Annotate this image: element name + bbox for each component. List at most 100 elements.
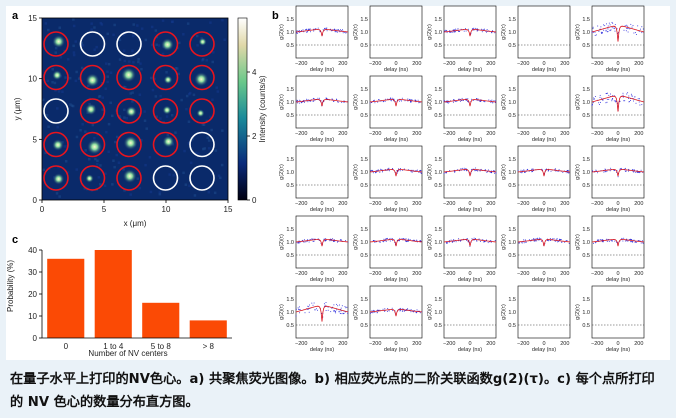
g2-y-axis-label: g(2)(τ) bbox=[575, 164, 581, 180]
fluorescent-spot bbox=[52, 34, 66, 49]
red-circle-marker bbox=[116, 131, 142, 158]
g2-y-tick-label: 1.0 bbox=[434, 310, 442, 316]
red-circle-marker bbox=[189, 31, 215, 57]
g2-y-tick-label: 1.0 bbox=[582, 170, 590, 176]
g2-x-tick-label: 200 bbox=[412, 341, 421, 347]
g2-x-tick-label: 200 bbox=[634, 341, 643, 347]
g2-y-axis-label: g(2)(τ) bbox=[501, 234, 507, 250]
g2-x-tick-label: 200 bbox=[486, 271, 495, 277]
g2-x-tick-label: 0 bbox=[468, 201, 471, 207]
red-circle-marker bbox=[116, 64, 142, 91]
confocal-image-panel: 0 5 10 15 0 5 10 15 x (μm) y (μm) 0 2 4 Intensity… bbox=[13, 14, 267, 228]
g2-x-tick-label: −200 bbox=[443, 61, 455, 67]
g2-y-tick-label: 1.0 bbox=[508, 100, 516, 106]
g2-subplot: 0.5 1.0 1.5 −200 0 200 delay (ns) g(2)(τ) bbox=[575, 285, 645, 353]
g2-y-tick-label: 1.0 bbox=[286, 170, 294, 176]
g2-subplot: 0.5 1.0 1.5 −200 0 200 delay (ns) g(2)(τ) bbox=[427, 285, 497, 353]
g2-y-axis-label: g(2)(τ) bbox=[279, 164, 285, 180]
histogram-x-tick-label: 0 bbox=[64, 342, 69, 351]
g2-x-tick-label: 0 bbox=[616, 61, 619, 67]
fluorescent-spots bbox=[52, 34, 209, 185]
fluorescent-spot bbox=[198, 37, 207, 46]
histogram-y-tick-label: 0 bbox=[33, 334, 38, 343]
g2-subplot: 0.5 1.0 1.5 −200 0 200 delay (ns) g(2)(τ) bbox=[353, 75, 423, 143]
g2-x-tick-label: 0 bbox=[320, 271, 323, 277]
g2-subplot: 0.5 1.0 1.5 −200 0 200 delay (ns) g(2)(τ) bbox=[353, 145, 423, 213]
red-circle-marker bbox=[189, 64, 215, 91]
g2-y-tick-label: 1.5 bbox=[508, 227, 516, 233]
red-circle-marker bbox=[152, 31, 179, 57]
g2-y-tick-label: 1.0 bbox=[582, 310, 590, 316]
g2-y-axis-label: g(2)(τ) bbox=[427, 304, 433, 320]
histogram-x-tick-label: 1 to 4 bbox=[103, 342, 124, 351]
fluorescent-spot bbox=[196, 109, 205, 118]
g2-x-tick-label: 0 bbox=[320, 201, 323, 207]
g2-y-axis-label: g(2)(τ) bbox=[575, 24, 581, 40]
g2-x-tick-label: 200 bbox=[634, 61, 643, 67]
g2-subplot: 0.5 1.0 1.5 −200 0 200 delay (ns) g(2)(τ) bbox=[427, 145, 497, 213]
g2-x-axis-label: delay (ns) bbox=[606, 67, 630, 73]
g2-x-axis-label: delay (ns) bbox=[384, 277, 408, 283]
g2-y-tick-label: 1.5 bbox=[434, 297, 442, 303]
g2-x-tick-label: 0 bbox=[394, 201, 397, 207]
g2-y-tick-label: 1.0 bbox=[508, 170, 516, 176]
g2-x-tick-label: 200 bbox=[634, 201, 643, 207]
histogram-y-axis-label: Probability (%) bbox=[6, 260, 15, 312]
g2-x-tick-label: −200 bbox=[443, 271, 455, 277]
g2-y-tick-label: 1.5 bbox=[286, 87, 294, 93]
g2-x-tick-label: 0 bbox=[320, 131, 323, 137]
g2-y-tick-label: 1.0 bbox=[434, 100, 442, 106]
panel-a-letter: a bbox=[12, 10, 19, 22]
image-y-tick-label: 10 bbox=[28, 75, 37, 84]
g2-y-tick-label: 0.5 bbox=[508, 43, 516, 49]
g2-subplot: 0.5 1.0 1.5 −200 0 200 delay (ns) g(2)(τ) bbox=[501, 285, 571, 353]
g2-x-tick-label: 0 bbox=[616, 341, 619, 347]
white-circle-marker bbox=[43, 98, 69, 124]
g2-x-axis-label: delay (ns) bbox=[384, 67, 408, 73]
g2-subplot: 0.5 1.0 1.5 −200 0 200 delay (ns) g(2)(τ) bbox=[279, 75, 349, 143]
g2-x-tick-label: 200 bbox=[560, 271, 569, 277]
g2-y-axis-label: g(2)(τ) bbox=[353, 304, 359, 320]
g2-x-axis-label: delay (ns) bbox=[532, 67, 556, 73]
fluorescent-spot bbox=[193, 71, 209, 87]
histogram-bar bbox=[47, 258, 85, 338]
g2-y-tick-label: 1.0 bbox=[360, 30, 368, 36]
fluorescent-spot bbox=[125, 105, 137, 118]
red-circle-marker bbox=[152, 98, 179, 124]
g2-y-axis-label: g(2)(τ) bbox=[279, 234, 285, 250]
g2-x-tick-label: −200 bbox=[369, 131, 381, 137]
g2-x-tick-label: −200 bbox=[517, 131, 529, 137]
g2-y-tick-label: 0.5 bbox=[286, 323, 294, 329]
g2-y-axis-label: g(2)(τ) bbox=[353, 94, 359, 110]
g2-x-tick-label: −200 bbox=[591, 131, 603, 137]
g2-y-tick-label: 1.5 bbox=[286, 297, 294, 303]
g2-x-tick-label: −200 bbox=[295, 61, 307, 67]
g2-y-tick-label: 1.5 bbox=[434, 157, 442, 163]
g2-x-tick-label: 0 bbox=[616, 201, 619, 207]
g2-y-tick-label: 1.0 bbox=[582, 30, 590, 36]
fluorescent-spot bbox=[160, 38, 174, 52]
g2-y-tick-label: 1.0 bbox=[360, 310, 368, 316]
g2-subplot: 0.5 1.0 1.5 −200 0 200 delay (ns) g(2)(τ) bbox=[501, 5, 571, 73]
colorbar-label: Intensity (counts/s) bbox=[258, 75, 267, 142]
panel-b-letter: b bbox=[272, 10, 279, 22]
g2-x-tick-label: 0 bbox=[394, 61, 397, 67]
g2-x-tick-label: 200 bbox=[560, 131, 569, 137]
g2-y-tick-label: 1.0 bbox=[360, 240, 368, 246]
g2-subplot: 0.5 1.0 1.5 −200 0 200 delay (ns) g(2)(τ) bbox=[501, 145, 571, 213]
g2-y-tick-label: 0.5 bbox=[434, 323, 442, 329]
figure-caption: 在量子水平上打印的NV色心。a) 共聚焦荧光图像。b) 相应荧光点的二阶关联函数… bbox=[10, 372, 655, 410]
red-circle-marker bbox=[43, 31, 69, 57]
g2-x-tick-label: −200 bbox=[517, 201, 529, 207]
g2-y-axis-label: g(2)(τ) bbox=[575, 234, 581, 250]
red-circle-marker bbox=[79, 131, 106, 158]
g2-x-axis-label: delay (ns) bbox=[310, 137, 334, 143]
g2-x-tick-label: 200 bbox=[412, 201, 421, 207]
fluorescent-spot bbox=[163, 75, 173, 85]
g2-x-axis-label: delay (ns) bbox=[458, 277, 482, 283]
g2-x-tick-label: 0 bbox=[542, 201, 545, 207]
g2-x-tick-label: 200 bbox=[412, 61, 421, 67]
white-circle-marker bbox=[189, 165, 215, 191]
g2-x-axis-label: delay (ns) bbox=[606, 277, 630, 283]
g2-subplot: 0.5 1.0 1.5 −200 0 200 delay (ns) g(2)(τ) bbox=[575, 145, 645, 213]
